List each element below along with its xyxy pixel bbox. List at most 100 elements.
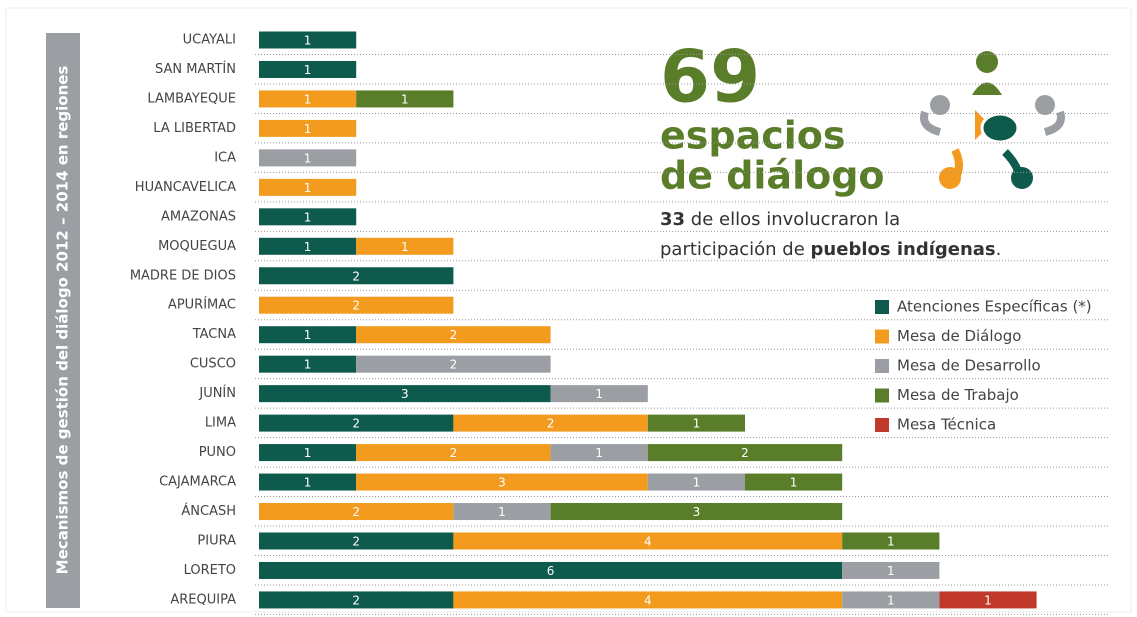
bar-segment xyxy=(647,444,843,462)
bar-segment xyxy=(259,326,357,344)
legend-swatch xyxy=(875,388,889,403)
bar-segment xyxy=(356,237,454,255)
bar-segment xyxy=(259,178,357,196)
data-label: 2 xyxy=(450,328,458,342)
category-label: PUNO xyxy=(199,445,236,460)
note-part: de ellos involucraron la xyxy=(685,209,900,230)
legend-label: Mesa de Trabajo xyxy=(897,386,1019,404)
data-label: 2 xyxy=(352,534,360,548)
data-label: 2 xyxy=(352,505,360,519)
category-label: LAMBAYEQUE xyxy=(147,91,236,106)
category-label: MOQUEGUA xyxy=(158,239,236,254)
data-label: 3 xyxy=(693,505,701,519)
data-label: 3 xyxy=(401,387,409,401)
data-label: 6 xyxy=(547,564,555,578)
bar-segment xyxy=(550,385,648,403)
data-label: 1 xyxy=(304,92,312,106)
note-part: pueblos indígenas xyxy=(811,239,996,260)
data-label: 1 xyxy=(693,417,701,431)
bar-segment xyxy=(647,414,745,432)
data-label: 2 xyxy=(352,299,360,313)
data-label: 4 xyxy=(644,593,652,607)
legend-label: Mesa Técnica xyxy=(897,416,996,434)
bar-segment xyxy=(356,326,551,344)
category-label: ÁNCASH xyxy=(181,503,236,519)
category-label: JUNÍN xyxy=(198,385,236,401)
data-label: 1 xyxy=(401,92,409,106)
data-label: 1 xyxy=(304,240,312,254)
category-label: HUANCAVELICA xyxy=(135,180,236,195)
headline: 69 xyxy=(660,35,760,119)
bar-segment xyxy=(745,473,843,491)
data-label: 1 xyxy=(887,564,895,578)
category-label: LIMA xyxy=(205,416,236,431)
bar-segment xyxy=(259,503,454,521)
bar-segment xyxy=(259,296,454,314)
data-label: 3 xyxy=(498,476,506,490)
bar-segment xyxy=(259,385,551,403)
data-label: 1 xyxy=(304,476,312,490)
data-label: 1 xyxy=(304,122,312,136)
bar-segment xyxy=(259,355,357,373)
data-label: 2 xyxy=(352,593,360,607)
data-label: 1 xyxy=(304,210,312,224)
data-label: 1 xyxy=(304,181,312,195)
data-label: 1 xyxy=(304,358,312,372)
bar-segment xyxy=(259,149,357,167)
bar-segment xyxy=(453,414,648,432)
bar-segment xyxy=(842,532,940,550)
data-label: 1 xyxy=(304,446,312,460)
bar-segment xyxy=(356,355,551,373)
note-part: 33 xyxy=(660,209,685,230)
legend-label: Mesa de Desarrollo xyxy=(897,357,1041,375)
data-label: 1 xyxy=(595,387,603,401)
data-label: 2 xyxy=(450,358,458,372)
bar-segment xyxy=(842,561,940,579)
category-label: ICA xyxy=(214,150,236,165)
data-label: 1 xyxy=(887,534,895,548)
bar-segment xyxy=(259,208,357,226)
bar-segment xyxy=(259,414,454,432)
legend-swatch xyxy=(875,359,889,373)
bar-segment xyxy=(842,591,940,609)
bar-segment xyxy=(259,561,843,579)
subhead: espacios xyxy=(660,114,846,158)
data-label: 1 xyxy=(304,63,312,77)
bar-segment xyxy=(647,473,745,491)
bar-segment xyxy=(453,591,843,609)
bar-segment xyxy=(259,473,357,491)
bar-segment xyxy=(259,60,357,78)
data-label: 4 xyxy=(644,534,652,548)
data-label: 1 xyxy=(498,505,506,519)
category-label: APURÍMAC xyxy=(168,297,236,313)
category-label: SAN MARTÍN xyxy=(155,61,236,77)
data-label: 1 xyxy=(790,476,798,490)
data-label: 1 xyxy=(984,593,992,607)
note-part: . xyxy=(996,239,1002,260)
category-label: LA LIBERTAD xyxy=(153,121,236,136)
category-label: AREQUIPA xyxy=(170,592,236,607)
data-label: 2 xyxy=(450,446,458,460)
note-part: participación de xyxy=(660,239,811,260)
bar-segment xyxy=(550,444,648,462)
bar-segment xyxy=(259,31,357,49)
bar-segment xyxy=(259,119,357,137)
bar-segment xyxy=(259,90,357,108)
legend-label: Atenciones Específicas (*) xyxy=(897,298,1092,316)
category-label: LORETO xyxy=(184,563,236,578)
bar-segment xyxy=(356,90,454,108)
data-label: 1 xyxy=(304,151,312,165)
bar-segment xyxy=(356,444,551,462)
legend-swatch xyxy=(875,300,889,314)
data-label: 1 xyxy=(595,446,603,460)
bar-segment xyxy=(550,503,843,521)
legend-swatch xyxy=(875,418,889,432)
bar-segment xyxy=(356,473,648,491)
bar-segment xyxy=(259,267,454,285)
data-label: 1 xyxy=(401,240,409,254)
legend-swatch xyxy=(875,329,889,344)
data-label: 1 xyxy=(304,34,312,48)
data-label: 2 xyxy=(352,269,360,283)
category-label: CAJAMARCA xyxy=(159,475,236,490)
